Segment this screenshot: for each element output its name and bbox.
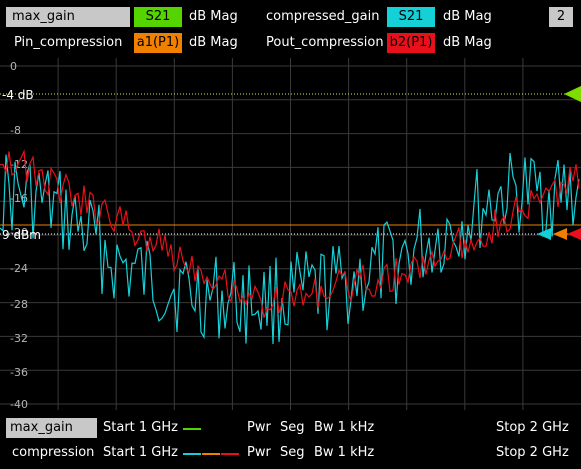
trace-name-pout-compression[interactable]: Pout_compression: [266, 33, 384, 53]
stop-freq-2[interactable]: Stop 2 GHz: [496, 443, 569, 463]
y-tick-label: -8: [10, 124, 21, 137]
power-label-1[interactable]: Pwr: [247, 418, 271, 438]
trace-name-max-gain[interactable]: max_gain: [6, 7, 130, 27]
segment-label-2[interactable]: Seg: [280, 443, 305, 463]
channel-name-max-gain[interactable]: max_gain: [6, 418, 97, 438]
segment-label-1[interactable]: Seg: [280, 418, 305, 438]
trace-format-label-4[interactable]: dB Mag: [443, 33, 492, 53]
start-freq-2[interactable]: Start 1 GHz: [103, 443, 178, 463]
trace-param-badge-a1[interactable]: a1(P1): [134, 33, 182, 53]
bandwidth-1[interactable]: Bw 1 kHz: [314, 418, 374, 438]
start-freq-1[interactable]: Start 1 GHz: [103, 418, 178, 438]
trace-swatch-cyan: [183, 453, 201, 455]
bandwidth-2[interactable]: Bw 1 kHz: [314, 443, 374, 463]
trace-format-label-3[interactable]: dB Mag: [189, 33, 238, 53]
trace-swatch-red: [221, 453, 239, 455]
trace-name-pin-compression[interactable]: Pin_compression: [14, 33, 122, 53]
stop-freq-1[interactable]: Stop 2 GHz: [496, 418, 569, 438]
diagram-svg[interactable]: 0-8-12-16-20-24-28-32-36-40 -4 dB 9 dBm: [0, 58, 581, 410]
trace-legend: max_gain S21 dB Mag compressed_gain S21 …: [0, 0, 581, 58]
y-tick-label: 0: [10, 60, 17, 73]
y-tick-label: -24: [10, 262, 28, 275]
trace-format-label[interactable]: dB Mag: [189, 7, 238, 27]
trace-compressed-gain[interactable]: [0, 153, 579, 344]
trace-swatch-green: [183, 428, 201, 430]
reference-marker-red[interactable]: [567, 228, 581, 240]
y-tick-label: -40: [10, 398, 28, 410]
trace-param-badge-s21[interactable]: S21: [134, 7, 182, 27]
y-tick-label: -32: [10, 332, 28, 345]
window-number-badge[interactable]: 2: [549, 7, 573, 27]
y-tick-label: -28: [10, 298, 28, 311]
trace-diagram[interactable]: 0 -8 -12 -16 -20 -24 -28 -32 -36 -40 -4 dB 9 dBm: [0, 58, 581, 410]
power-label-2[interactable]: Pwr: [247, 443, 271, 463]
trace-param-badge-b2[interactable]: b2(P1): [387, 33, 435, 53]
trace-swatch-orange: [202, 453, 220, 455]
trace-format-label-2[interactable]: dB Mag: [443, 7, 492, 27]
trace-param-badge-s21-2[interactable]: S21: [387, 7, 435, 27]
channel-name-compression[interactable]: compression: [12, 443, 94, 463]
reference-marker-orange[interactable]: [553, 228, 567, 240]
y-tick-label: -36: [10, 366, 28, 379]
channel-info-bar: max_gain Start 1 GHz Pwr Seg Bw 1 kHz St…: [0, 410, 581, 469]
trace-name-compressed-gain[interactable]: compressed_gain: [266, 7, 379, 27]
reference-label-db: -4 dB: [2, 88, 34, 102]
reference-label-dbm: 9 dBm: [2, 228, 41, 242]
reference-marker-cyan[interactable]: [537, 228, 551, 240]
